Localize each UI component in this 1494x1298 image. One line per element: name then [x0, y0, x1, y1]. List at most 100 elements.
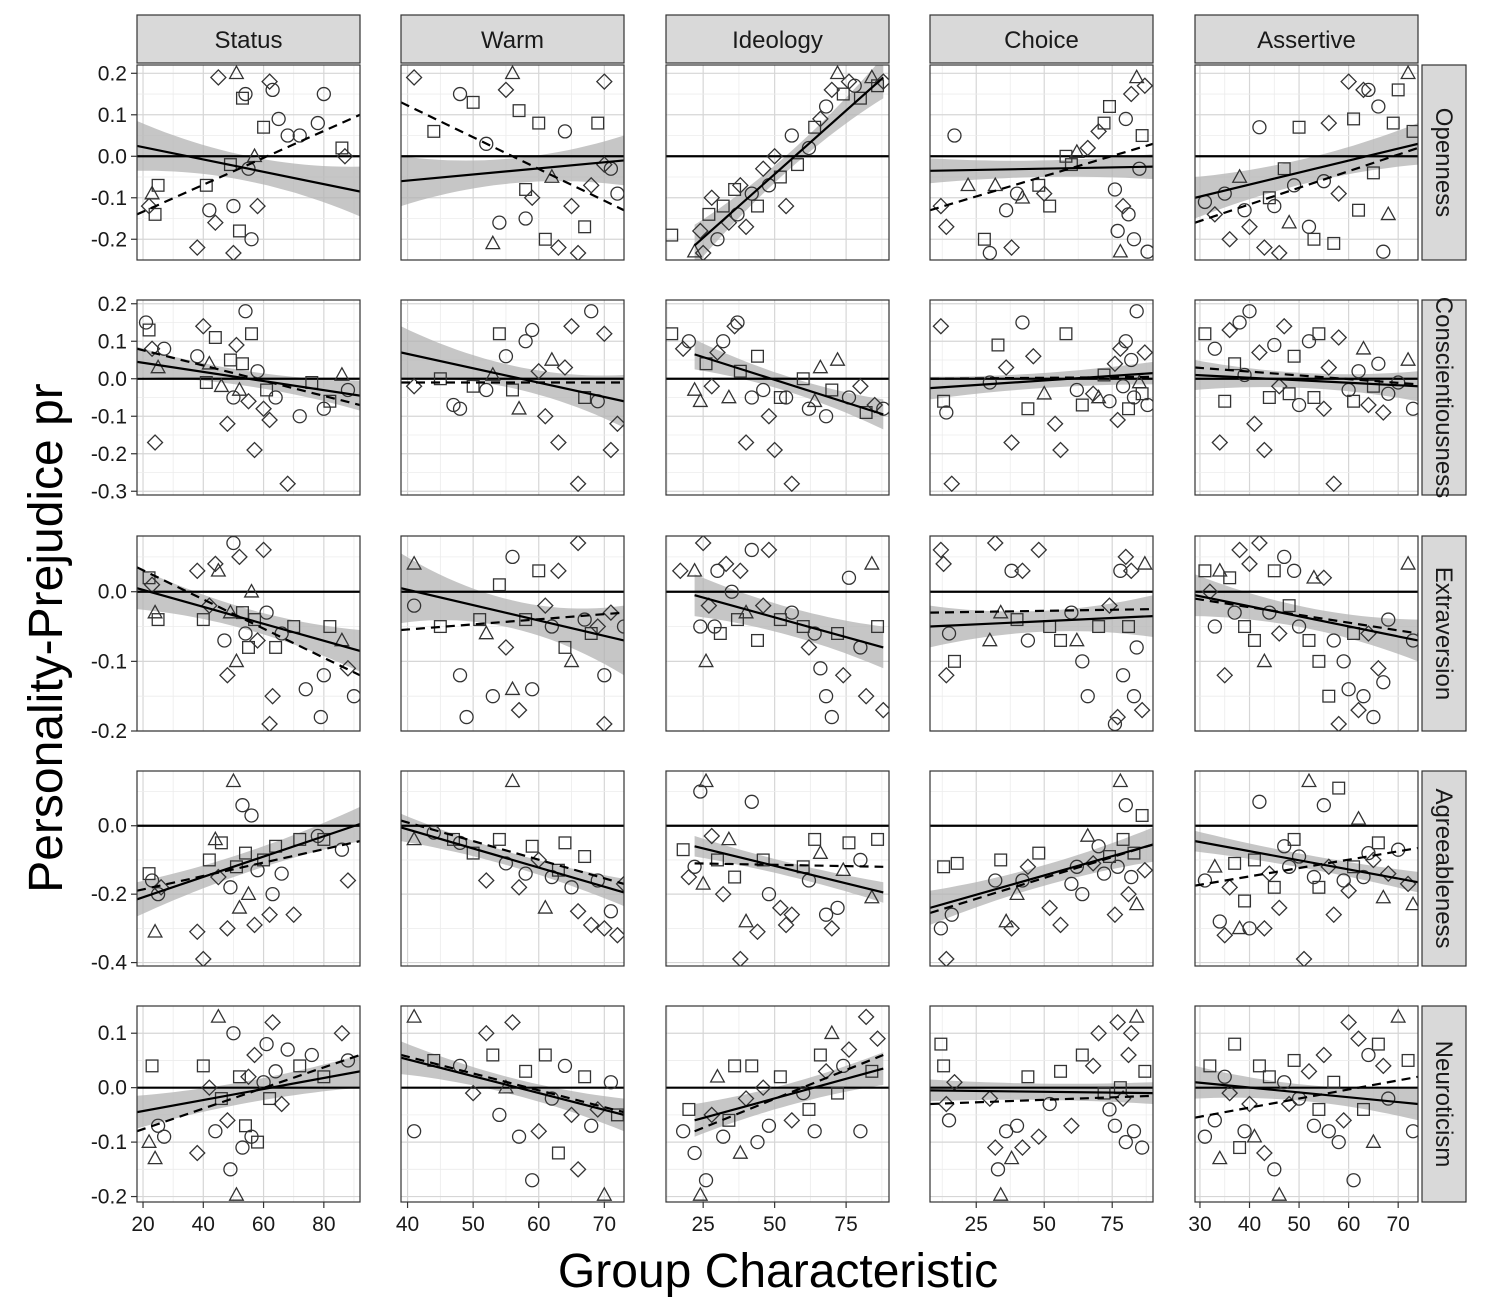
data-point-square [836, 87, 850, 101]
data-point-diamond [1136, 344, 1153, 361]
data-point-circle [1356, 869, 1371, 885]
data-point-square [1312, 654, 1326, 668]
data-point-diamond [146, 434, 164, 451]
data-point-circle [584, 1118, 599, 1133]
data-point-square [773, 170, 787, 184]
dashed-fit-line [930, 843, 1153, 915]
data-point-circle [1126, 232, 1142, 247]
data-point-circle [238, 304, 253, 319]
data-point-diamond [261, 411, 278, 429]
data-point-diamond [595, 325, 613, 343]
data-point-square [199, 375, 213, 389]
panel-plot-area [930, 772, 1153, 966]
data-point-circle [1124, 869, 1139, 885]
data-point-triangle [1090, 389, 1107, 404]
data-point-circle [830, 900, 845, 915]
data-point-triangle [1380, 205, 1397, 221]
data-point-diamond [273, 1095, 291, 1113]
data-point-diamond [405, 69, 423, 86]
data-point-square [1021, 1070, 1035, 1084]
data-point-square [994, 853, 1008, 867]
y-tick-label: -0.3 [91, 480, 127, 503]
data-point-circle [801, 401, 817, 416]
data-point-square [1032, 846, 1046, 860]
data-point-diamond [1079, 139, 1097, 157]
data-point-diamond [852, 377, 869, 395]
data-point-circle [268, 390, 283, 405]
solid-fit-line [1195, 373, 1418, 388]
data-point-square [486, 1048, 500, 1062]
data-point-circle [479, 136, 494, 151]
data-point-diamond [1320, 114, 1338, 132]
facet-strip-label: Choice [1004, 27, 1079, 54]
data-point-circle [1267, 337, 1282, 353]
data-point-triangle [981, 631, 998, 647]
data-point-circle [744, 542, 759, 558]
dashed-fit-line [137, 1053, 360, 1133]
data-point-diamond [497, 639, 515, 656]
data-point-square [1228, 1037, 1242, 1051]
data-point-square [1371, 1037, 1385, 1051]
data-point-diamond [771, 899, 789, 917]
data-point-square [519, 182, 533, 196]
data-point-diamond [1325, 475, 1343, 493]
data-point-triangle [1365, 1133, 1382, 1148]
panel-plot-area [930, 304, 1153, 493]
data-point-circle [244, 232, 259, 247]
data-point-circle [676, 1124, 691, 1139]
data-point-square [433, 372, 447, 386]
data-point-circle [265, 887, 280, 902]
data-point-triangle [998, 913, 1015, 928]
data-point-diamond [569, 1160, 587, 1178]
data-point-circle [939, 405, 954, 420]
data-point-circle [334, 842, 350, 857]
data-point-circle [1132, 161, 1147, 176]
data-point-square [1307, 232, 1321, 246]
data-point-square [871, 620, 885, 634]
data-point-square [1032, 178, 1046, 192]
data-point-diamond [731, 950, 749, 966]
data-point-diamond [1270, 899, 1288, 917]
data-point-diamond [1320, 359, 1338, 376]
y-tick-label: -0.1 [91, 1131, 127, 1154]
x-tick-label: 50 [1287, 1213, 1310, 1236]
data-point-circle [1126, 390, 1142, 405]
data-point-circle [1361, 82, 1376, 98]
data-point-diamond [857, 687, 875, 705]
data-point-triangle [1281, 214, 1298, 229]
data-point-diamond [569, 536, 587, 552]
data-point-square [1021, 402, 1035, 416]
data-point-circle [730, 315, 745, 330]
data-point-circle [1381, 386, 1396, 401]
facet-strip-label: Conscientiousness [1430, 297, 1457, 498]
panel-extraversion-assertive [1194, 535, 1419, 732]
data-point-circle [518, 334, 533, 349]
y-tick-label: -0.2 [91, 1186, 127, 1209]
data-point-diamond [405, 377, 423, 395]
facet-strip-status [136, 14, 361, 64]
data-point-circle [452, 668, 468, 683]
panel-plot-area [1195, 304, 1418, 493]
data-point-circle [693, 619, 708, 634]
data-point-diamond [261, 73, 278, 90]
x-tick-label: 40 [1238, 1213, 1261, 1236]
data-point-square [241, 640, 255, 654]
data-point-circle [818, 99, 834, 114]
data-point-diamond [595, 73, 613, 90]
data-point-diamond [582, 916, 600, 934]
data-point-square [791, 158, 805, 172]
data-point-circle [452, 401, 468, 416]
data-point-diamond [510, 701, 528, 719]
data-point-circle [687, 859, 702, 874]
data-point-square [1198, 327, 1212, 341]
data-point-triangle [698, 652, 714, 668]
data-point-diamond [536, 407, 554, 425]
data-point-triangle [504, 680, 521, 696]
data-point-square [1371, 836, 1385, 850]
data-point-square [710, 853, 724, 867]
x-tick-label: 60 [252, 1213, 275, 1236]
panel-border [665, 535, 890, 732]
data-point-circle [217, 633, 232, 648]
panel-plot-area [137, 536, 360, 731]
data-point-diamond [240, 392, 257, 410]
